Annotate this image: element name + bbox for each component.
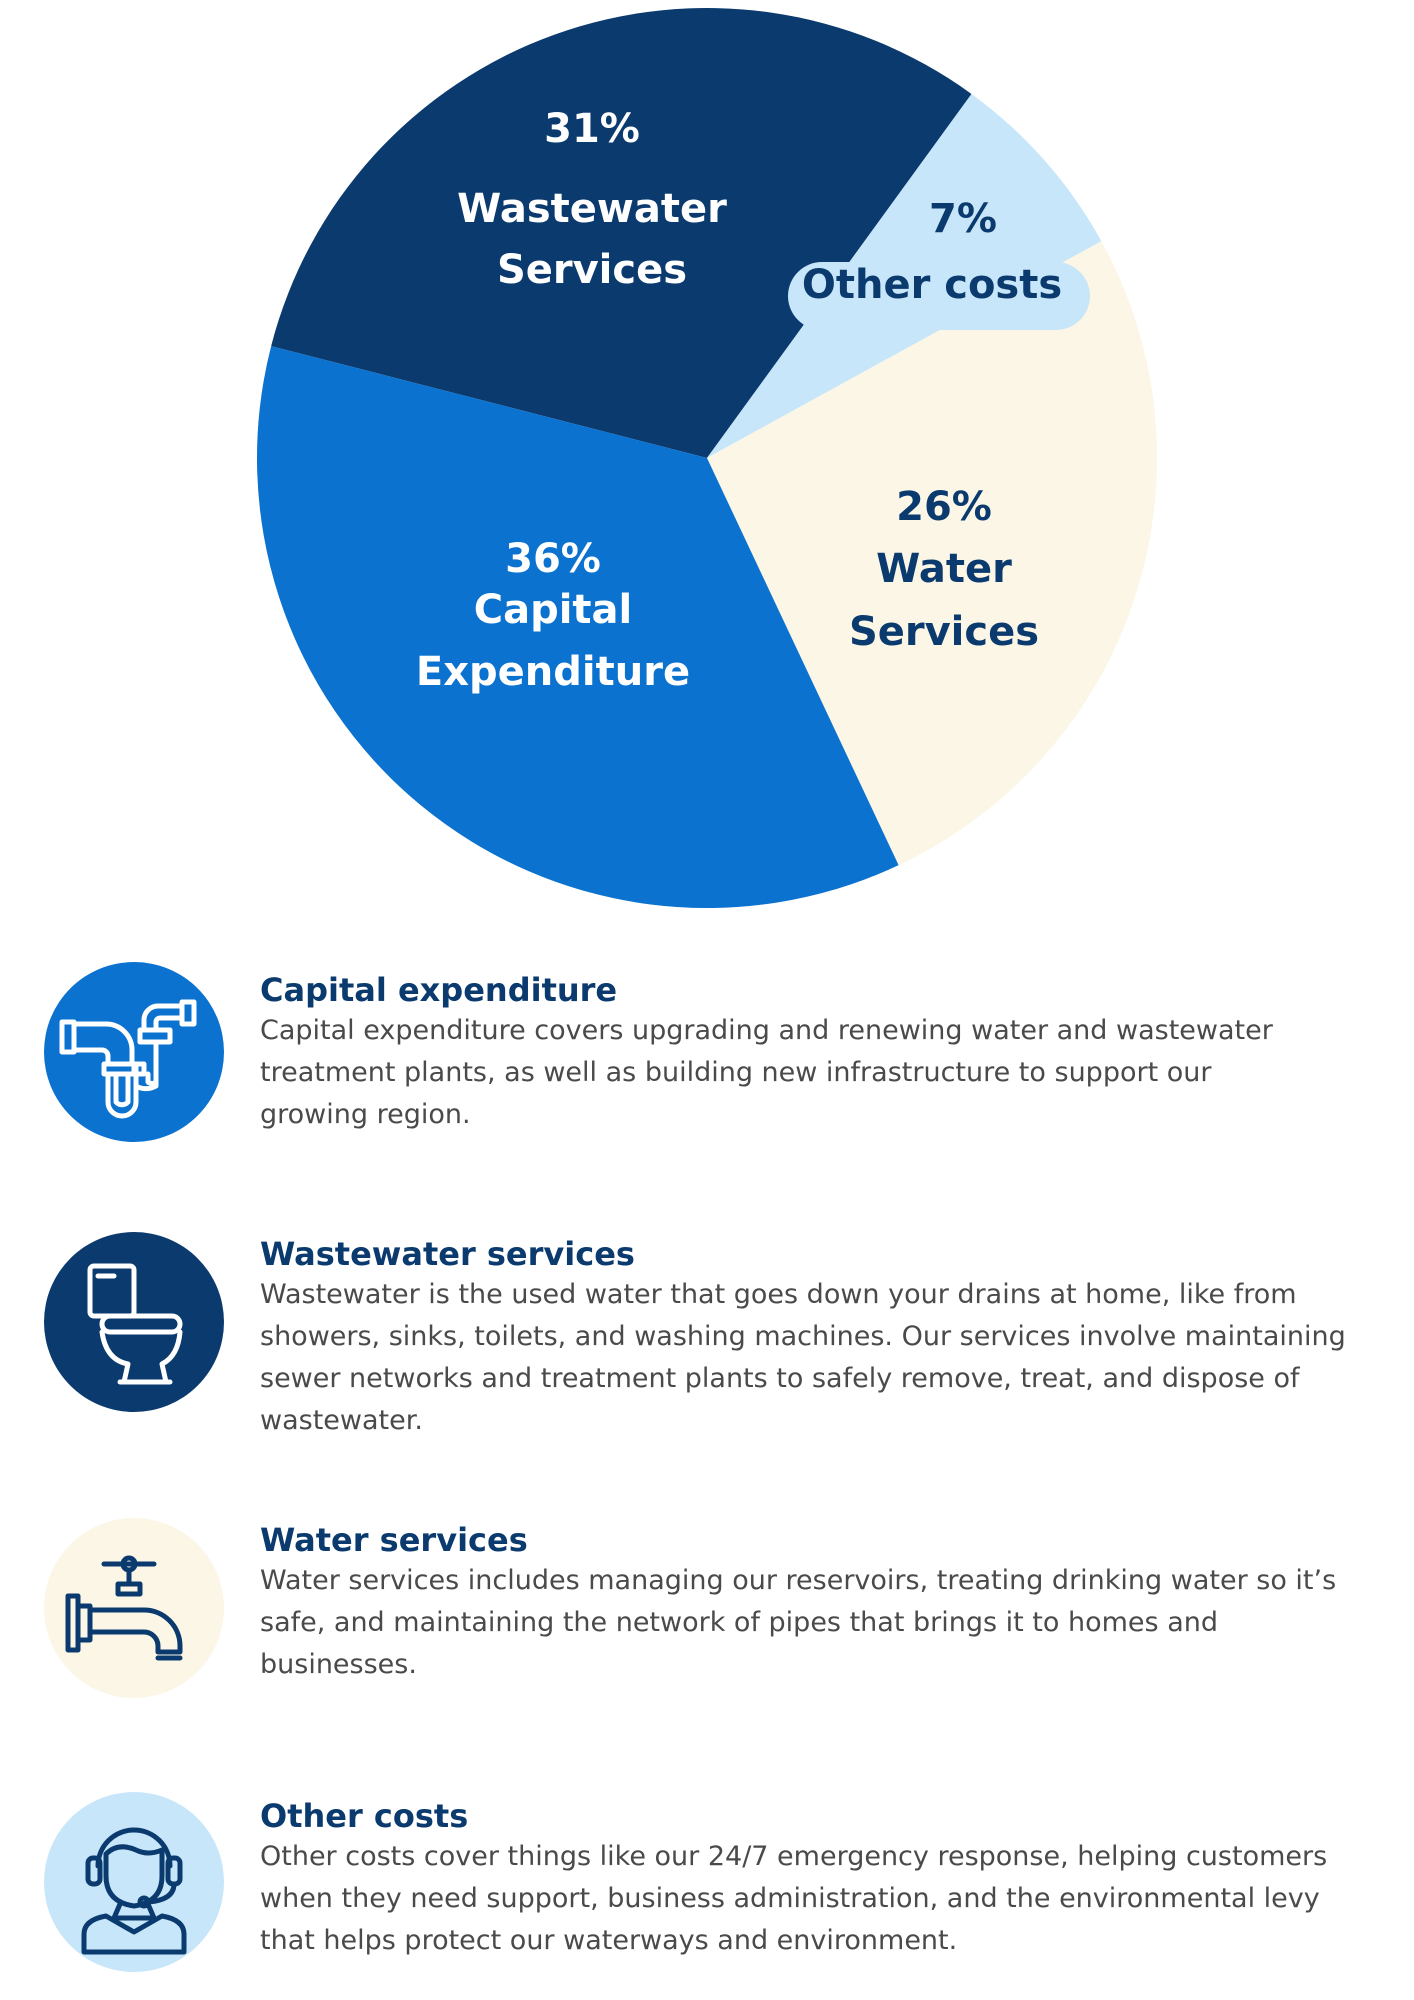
headset-icon-circle [44, 1792, 224, 1972]
slice-name-label: Other costs [802, 262, 1062, 308]
slice-name-label: Capital [474, 587, 633, 633]
desc-line: safe, and maintaining the network of pip… [260, 1607, 1218, 1638]
desc-line: showers, sinks, toilets, and washing mac… [260, 1321, 1346, 1352]
legend-item-other-costs: Other costs Other costs cover things lik… [0, 1792, 1414, 1982]
desc-line: wastewater. [260, 1405, 423, 1436]
toilet-icon [87, 1263, 183, 1385]
legend-item-capital-expenditure: Capital expenditure Capital expenditure … [0, 962, 1414, 1162]
pipe-icon-circle [44, 962, 224, 1142]
legend-text: Capital expenditure Capital expenditure … [260, 970, 1380, 1136]
legend-title: Wastewater services [260, 1235, 635, 1273]
legend-title: Capital expenditure [260, 971, 618, 1009]
slice-percent-label: 26% [896, 484, 992, 530]
tap-icon [65, 1555, 183, 1661]
legend-description: Water services includes managing our res… [260, 1560, 1380, 1686]
desc-line: Other costs cover things like our 24/7 e… [260, 1841, 1328, 1872]
legend-description: Other costs cover things like our 24/7 e… [260, 1836, 1380, 1962]
pie-slice-wastewater-services [271, 7, 972, 458]
label-pill-background [788, 262, 1090, 330]
pie-slice-capital-expenditure [256, 346, 899, 908]
pie-chart: 31% Wastewater Services 7% Other costs 26% Wat… [256, 7, 1157, 908]
desc-line: Capital expenditure covers upgrading and… [260, 1015, 1273, 1046]
slice-name-label: Wastewater [457, 186, 727, 232]
legend-item-wastewater-services: Wastewater services Wastewater is the us… [0, 1232, 1414, 1472]
toilet-icon-circle [44, 1232, 224, 1412]
desc-line: sewer networks and treatment plants to s… [260, 1363, 1300, 1394]
slice-percent-label: 36% [505, 536, 601, 582]
slice-name-label: Water [876, 546, 1012, 592]
legend-text: Other costs Other costs cover things lik… [260, 1796, 1380, 1962]
legend-description: Capital expenditure covers upgrading and… [260, 1010, 1380, 1136]
legend-description: Wastewater is the used water that goes d… [260, 1274, 1380, 1442]
desc-line: growing region. [260, 1099, 471, 1130]
legend-title: Water services [260, 1521, 528, 1559]
desc-line: that helps protect our waterways and env… [260, 1925, 958, 1956]
desc-line: Wastewater is the used water that goes d… [260, 1279, 1297, 1310]
tap-icon-circle [44, 1518, 224, 1698]
desc-line: when they need support, business adminis… [260, 1883, 1320, 1914]
slice-percent-label: 7% [929, 196, 997, 242]
legend-text: Water services Water services includes m… [260, 1520, 1380, 1686]
pie-slice-water-services [707, 241, 1157, 866]
slice-name-label: Services [849, 609, 1039, 655]
headset-icon [81, 1827, 187, 1955]
desc-line: treatment plants, as well as building ne… [260, 1057, 1212, 1088]
slice-percent-label: 31% [544, 106, 640, 152]
slice-name-label: Expenditure [416, 649, 690, 695]
slice-name-label: Services [497, 247, 687, 293]
legend-text: Wastewater services Wastewater is the us… [260, 1234, 1380, 1442]
desc-line: businesses. [260, 1649, 417, 1680]
desc-line: Water services includes managing our res… [260, 1565, 1337, 1596]
legend-item-water-services: Water services Water services includes m… [0, 1518, 1414, 1718]
pipe-icon [59, 999, 197, 1119]
legend-title: Other costs [260, 1797, 469, 1835]
